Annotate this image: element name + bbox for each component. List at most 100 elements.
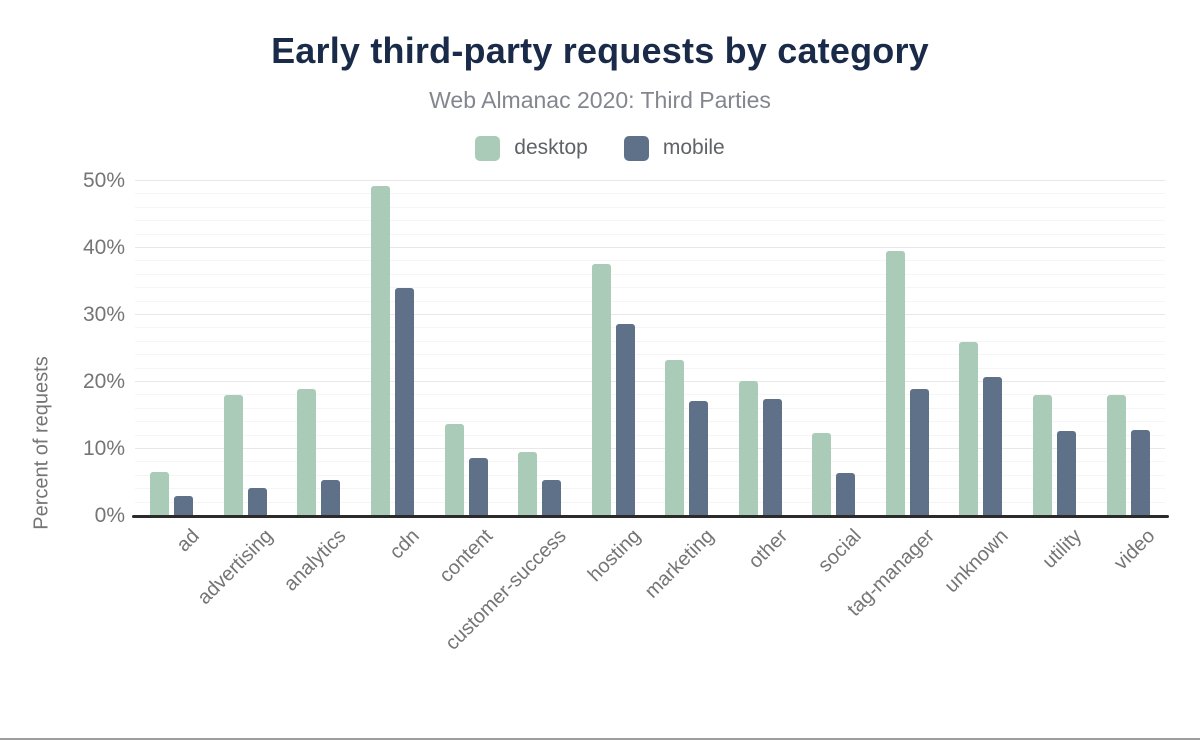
x-axis-label-utility: utility [1038,525,1087,573]
gridline-minor [135,287,1165,289]
x-axis-label-cdn: cdn [385,525,425,564]
bar-desktop-tag-manager[interactable] [885,251,905,516]
gridline-minor [135,421,1165,423]
category-group-social: social [812,181,865,577]
bar-desktop-hosting[interactable] [591,264,611,516]
category-group-unknown: unknown [940,181,1013,597]
category-group-cdn: cdn [370,181,424,563]
gridline-minor [135,206,1165,208]
x-axis-label-content: content [435,525,498,587]
x-axis-line [132,515,1169,518]
legend-label: mobile [662,136,725,159]
gridline-minor [135,300,1165,302]
x-axis-label-unknown: unknown [940,525,1013,598]
gridline-minor [135,501,1165,503]
gridline-minor [135,407,1165,409]
gridline-minor [135,340,1165,342]
chart-subtitle: Web Almanac 2020: Third Parties [429,87,771,113]
gridline-major [135,448,1165,449]
x-axis-label-video: video [1110,525,1160,575]
gridline-minor [135,474,1165,476]
y-tick-label: 40% [82,236,125,259]
bar-mobile-other[interactable] [762,399,782,516]
gridline-minor [135,461,1165,463]
bottom-divider [0,738,1200,740]
gridline-minor [135,354,1165,356]
bar-desktop-customer-success[interactable] [518,451,538,516]
y-axis-title: Percent of requests [30,356,53,530]
gridline-major [135,381,1165,382]
x-axis-label-marketing: marketing [640,525,719,603]
bar-desktop-content[interactable] [444,423,464,516]
bar-desktop-marketing[interactable] [665,359,685,516]
bar-desktop-analytics[interactable] [297,389,317,516]
gridline-major [135,247,1165,248]
gridline-major [135,180,1165,181]
category-group-hosting: hosting [584,181,645,586]
gridline-minor [135,367,1165,369]
bar-desktop-video[interactable] [1106,395,1126,516]
y-tick-label: 20% [82,370,125,393]
chart-title: Early third-party requests by category [271,30,929,71]
gridline-minor [135,220,1165,222]
gridline-minor [135,193,1165,195]
category-group-ad: ad [150,181,203,556]
legend-swatch-mobile [623,135,649,161]
plot-area: ad advertising analytics cdn content customer… [132,180,1169,655]
bar-desktop-utility[interactable] [1033,395,1053,516]
bar-desktop-ad[interactable] [150,471,170,516]
bar-mobile-tag-manager[interactable] [909,388,929,516]
x-axis-label-advertising: advertising [192,525,277,609]
category-group-other: other [738,181,792,573]
bar-mobile-utility[interactable] [1057,430,1077,516]
bar-mobile-unknown[interactable] [983,376,1003,516]
y-tick-label: 50% [82,169,125,192]
bar-mobile-customer-success[interactable] [542,479,562,516]
bar-desktop-social[interactable] [812,432,832,516]
gridline-minor [135,394,1165,396]
gridline-minor [135,488,1165,490]
y-tick-label: 0% [94,504,125,527]
category-group-marketing: marketing [641,181,718,603]
legend-item-desktop[interactable]: desktop [475,135,588,161]
bar-desktop-unknown[interactable] [959,341,979,516]
bar-mobile-social[interactable] [836,473,856,516]
x-axis-label-other: other [744,525,792,573]
bar-desktop-cdn[interactable] [370,185,390,516]
x-axis-label-analytics: analytics [279,525,351,596]
bar-groups: ad advertising analytics cdn content customer… [135,181,1165,655]
category-group-utility: utility [1033,181,1086,573]
legend-item-mobile[interactable]: mobile [623,135,725,161]
category-group-analytics: analytics [280,181,350,596]
bar-mobile-ad[interactable] [174,495,194,516]
x-axis-label-hosting: hosting [583,525,645,587]
legend-swatch-desktop [475,135,501,161]
category-group-customer-success: customer-success [442,181,571,655]
bar-mobile-content[interactable] [468,457,488,516]
legend-label: desktop [514,136,588,159]
gridline-minor [135,233,1165,235]
y-tick-label: 30% [82,303,125,326]
category-group-tag-manager: tag-manager [843,181,939,621]
bar-mobile-analytics[interactable] [321,479,341,516]
y-tick-label: 10% [82,437,125,460]
x-axis-label-social: social [813,525,866,577]
gridline-minor [135,260,1165,262]
category-group-advertising: advertising [193,181,277,609]
bar-mobile-cdn[interactable] [394,288,414,516]
gridline-minor [135,273,1165,275]
y-axis-ticks: 0% 10% 20% 30% 40% 50% [30,169,125,527]
bar-mobile-marketing[interactable] [689,400,709,516]
category-group-content: content [436,181,498,587]
bar-mobile-advertising[interactable] [247,487,267,516]
bar-desktop-other[interactable] [738,381,758,516]
bar-mobile-hosting[interactable] [615,323,635,516]
gridline-minor [135,434,1165,436]
bar-desktop-advertising[interactable] [223,395,243,516]
gridline-minor [135,327,1165,329]
category-group-video: video [1106,181,1160,574]
x-axis-label-ad: ad [172,525,204,557]
gridline-major [135,314,1165,315]
bar-mobile-video[interactable] [1130,429,1150,516]
